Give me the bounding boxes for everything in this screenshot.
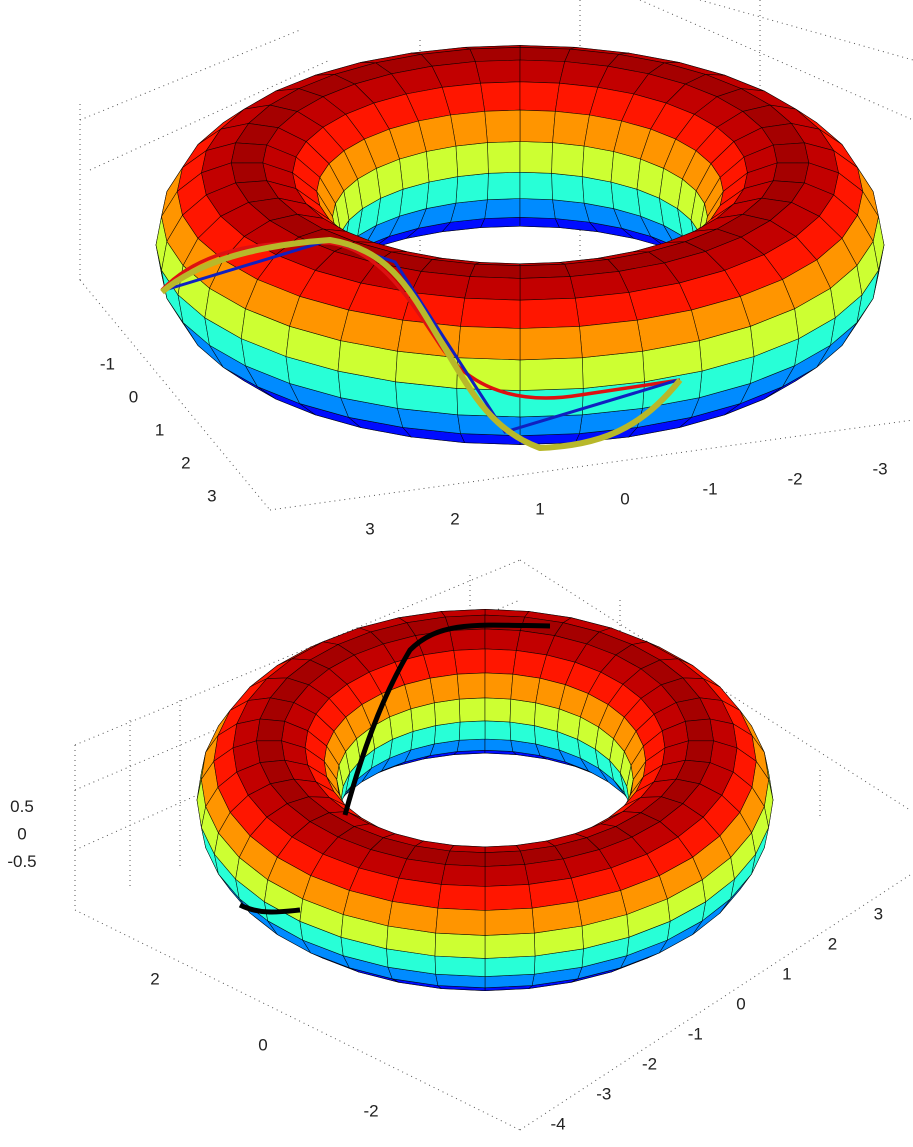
tick-label: -2 xyxy=(363,1101,378,1120)
tick-label: 2 xyxy=(150,969,159,988)
surface-patch xyxy=(485,865,529,887)
tick-label: 1 xyxy=(535,499,544,518)
torus-surface xyxy=(197,609,773,990)
surface-patch xyxy=(520,298,580,328)
figure: -101233210-1-2-30.50-0.520-23210-1-2-3-4 xyxy=(0,0,913,1142)
surface-patch xyxy=(685,741,713,763)
surface-patch xyxy=(487,172,520,200)
tick-label: 3 xyxy=(874,904,883,923)
surface-patch xyxy=(487,142,520,174)
surface-patch xyxy=(485,199,520,219)
surface-patch xyxy=(520,172,553,200)
tick-label: 3 xyxy=(207,486,216,505)
surface-patch xyxy=(441,865,485,887)
tick-label: 2 xyxy=(450,509,459,528)
surface-patch xyxy=(435,933,485,958)
tick-label: -1 xyxy=(702,479,717,498)
tick-label: 0 xyxy=(129,387,138,406)
surface-patch xyxy=(511,674,540,703)
tick-label: 1 xyxy=(155,420,164,439)
tick-label: -2 xyxy=(787,469,802,488)
surface-patch xyxy=(485,649,516,674)
surface-patch xyxy=(436,908,485,935)
surface-patch xyxy=(485,110,520,143)
surface-patch xyxy=(457,739,485,752)
tick-label: -0.5 xyxy=(7,852,36,871)
surface-patch xyxy=(461,298,521,328)
surface-patch xyxy=(481,82,521,112)
surface-patch xyxy=(456,143,489,177)
surface-patch xyxy=(231,143,267,163)
surface-patch xyxy=(231,163,267,183)
surface-patch xyxy=(445,851,485,867)
surface-patch xyxy=(454,649,485,674)
tick-label: 0 xyxy=(736,994,745,1013)
surface-patch xyxy=(580,320,643,358)
surface-patch xyxy=(459,721,485,740)
surface-patch xyxy=(459,698,485,722)
surface-patch xyxy=(520,264,570,278)
surface-patch xyxy=(485,908,534,935)
tick-label: -1 xyxy=(100,354,115,373)
surface-patch xyxy=(553,111,590,146)
surface-patch xyxy=(458,326,520,360)
surface-patch xyxy=(485,698,511,722)
surface-patch xyxy=(685,719,713,741)
tick-label: 0 xyxy=(17,824,26,843)
surface-patch xyxy=(520,217,560,227)
surface-patch xyxy=(552,143,585,177)
surface-patch xyxy=(450,629,485,651)
tick-label: 0 xyxy=(258,1035,267,1054)
surface-patch xyxy=(520,199,555,219)
surface-patch xyxy=(438,884,485,910)
tick-label: -4 xyxy=(550,1114,565,1133)
surface-patch xyxy=(426,146,458,182)
tick-label: 1 xyxy=(782,964,791,983)
surface-patch xyxy=(465,277,520,301)
tick-label: -2 xyxy=(642,1054,657,1073)
surface-patch xyxy=(510,699,536,726)
tick-label: -1 xyxy=(688,1024,703,1043)
surface-patch xyxy=(485,721,511,740)
tick-label: 0 xyxy=(620,489,629,508)
surface-patch xyxy=(485,933,535,958)
tick-label: -3 xyxy=(872,459,887,478)
tick-label: 0.5 xyxy=(10,797,34,816)
surface-patch xyxy=(520,277,575,301)
surface-patch xyxy=(520,358,583,391)
surface-patch xyxy=(470,264,520,278)
surface-patch xyxy=(485,884,532,910)
surface-patch xyxy=(520,110,555,143)
surface-patch xyxy=(582,146,614,182)
surface-patch xyxy=(485,673,513,699)
tick-label: 3 xyxy=(365,519,374,538)
surface-patch xyxy=(257,741,285,763)
surface-patch xyxy=(475,60,520,83)
surface-patch xyxy=(451,111,488,146)
surface-patch xyxy=(520,82,560,112)
surface-patch xyxy=(520,60,565,83)
tick-label: 2 xyxy=(828,934,837,953)
surface-patch xyxy=(485,739,513,752)
surface-patch xyxy=(257,719,285,741)
surface-patch xyxy=(552,173,585,203)
surface-patch xyxy=(520,142,553,174)
surface-patch xyxy=(485,956,535,977)
surface-patch xyxy=(485,851,525,867)
surface-patch xyxy=(773,163,809,183)
surface-patch xyxy=(435,956,485,977)
tick-label: -3 xyxy=(596,1084,611,1103)
surface-patch xyxy=(520,326,582,360)
surface-patch xyxy=(470,47,520,61)
surface-patch xyxy=(457,673,485,699)
surface-patch xyxy=(430,674,459,703)
tick-label: 2 xyxy=(181,453,190,472)
surface-patch xyxy=(456,173,489,203)
surface-patch xyxy=(485,629,520,651)
surface-patch xyxy=(773,143,809,163)
surface-patch xyxy=(434,699,460,726)
surface-patch xyxy=(520,47,570,61)
surface-patch xyxy=(481,217,521,227)
